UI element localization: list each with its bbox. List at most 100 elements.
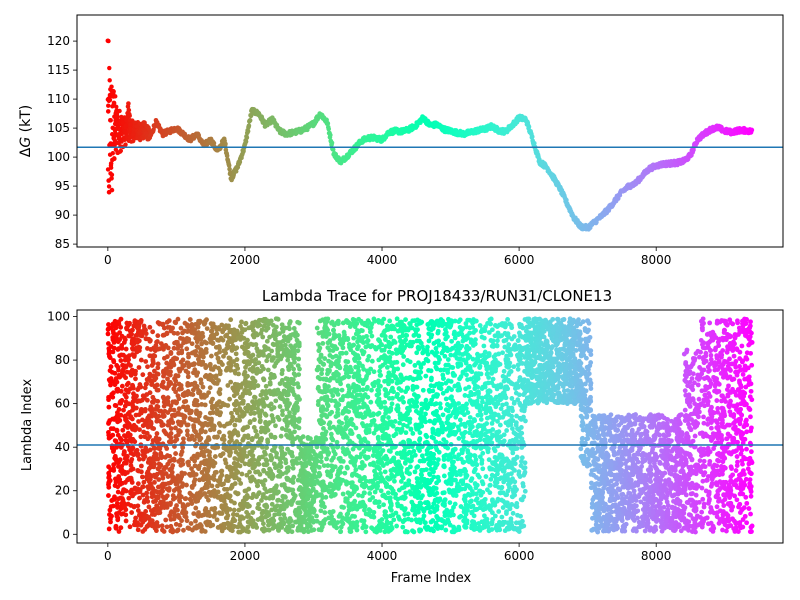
free-energy-y-label-unit: (kT) (18, 105, 34, 137)
lambda-point (140, 393, 146, 399)
lambda-point (267, 521, 273, 527)
lambda-point (139, 469, 144, 475)
lambda-point (233, 351, 239, 357)
lambda-point (146, 504, 152, 510)
lambda-point (294, 332, 300, 338)
lambda-point (245, 424, 251, 430)
lambda-point (161, 403, 167, 409)
lambda-point (326, 384, 331, 389)
lambda-point (115, 364, 121, 370)
lambda-point (159, 523, 165, 529)
lambda-point (177, 522, 183, 528)
lambda-point (219, 472, 225, 478)
lambda-point (128, 459, 134, 465)
free-energy-point (108, 165, 114, 170)
lambda-point (166, 480, 171, 486)
lambda-point (171, 345, 177, 351)
lambda-point (115, 432, 121, 438)
lambda-point (172, 438, 178, 444)
free-energy-point (325, 121, 331, 126)
lambda-point (203, 373, 209, 378)
lambda-point (137, 382, 143, 387)
lambda-point (324, 469, 330, 475)
lambda-point (349, 416, 354, 422)
lambda-point (290, 477, 295, 482)
lambda-point (327, 352, 333, 358)
lambda-point (147, 434, 152, 440)
lambda-point (122, 423, 128, 429)
lambda-point (144, 490, 150, 496)
lambda-point (118, 324, 124, 330)
lambda-point (166, 318, 172, 324)
lambda-point (233, 471, 239, 477)
lambda-point (255, 349, 261, 354)
lambda-point (223, 460, 229, 466)
lambda-point (138, 522, 144, 528)
lambda-point (236, 371, 241, 377)
lambda-point (246, 461, 252, 467)
lambda-point (219, 468, 225, 474)
lambda-point (118, 412, 124, 418)
lambda-point (207, 410, 213, 416)
lambda-point (171, 407, 177, 413)
lambda-point (106, 526, 112, 532)
lambda-point (348, 429, 354, 434)
lambda-point (221, 402, 227, 408)
lambda-point (297, 485, 303, 491)
lambda-point (192, 385, 198, 390)
lambda-point (205, 519, 210, 525)
lambda-point (275, 464, 280, 469)
lambda-point (210, 522, 216, 528)
lambda-point (245, 373, 250, 379)
free-energy-x-tick-label: 2000 (230, 253, 261, 267)
lambda-point (186, 351, 191, 357)
lambda-point (180, 363, 186, 369)
lambda-point (214, 327, 220, 332)
lambda-point (119, 383, 125, 389)
lambda-point (121, 407, 126, 413)
lambda-point (281, 512, 287, 518)
lambda-point (329, 320, 334, 326)
lambda-point (191, 370, 196, 376)
lambda-point (256, 353, 261, 359)
lambda-point (108, 344, 114, 349)
lambda-point (164, 360, 170, 366)
lambda-point (106, 397, 111, 403)
lambda-point (195, 498, 201, 504)
lambda-point (193, 335, 199, 341)
free-energy-point (532, 140, 537, 146)
lambda-point (312, 467, 317, 473)
lambda-point (145, 346, 150, 351)
lambda-point (320, 500, 326, 506)
lambda-point (238, 529, 243, 535)
lambda-point (283, 527, 289, 533)
lambda-point (115, 489, 121, 495)
free-energy-point (564, 197, 569, 203)
lambda-point (135, 527, 141, 533)
lambda-point (291, 326, 297, 331)
lambda-point (306, 448, 311, 454)
lambda-point (264, 445, 270, 451)
lambda-point (159, 455, 164, 461)
lambda-point (178, 383, 184, 388)
lambda-point (208, 353, 214, 359)
lambda-point (244, 509, 249, 515)
lambda-point (227, 439, 232, 445)
lambda-point (186, 336, 192, 342)
lambda-point (327, 348, 333, 353)
lambda-point (306, 490, 312, 496)
free-energy-y-tick-label: 110 (47, 92, 70, 106)
lambda-point (285, 434, 291, 440)
lambda-point (136, 324, 142, 330)
lambda-point (123, 394, 129, 400)
lambda-point (107, 368, 113, 374)
lambda-point (237, 406, 243, 411)
lambda-point (233, 363, 239, 368)
lambda-point (310, 462, 316, 468)
lambda-point (254, 370, 260, 376)
lambda-point (226, 521, 232, 527)
free-energy-point (115, 114, 120, 119)
lambda-point (319, 492, 324, 498)
lambda-point (164, 524, 170, 530)
